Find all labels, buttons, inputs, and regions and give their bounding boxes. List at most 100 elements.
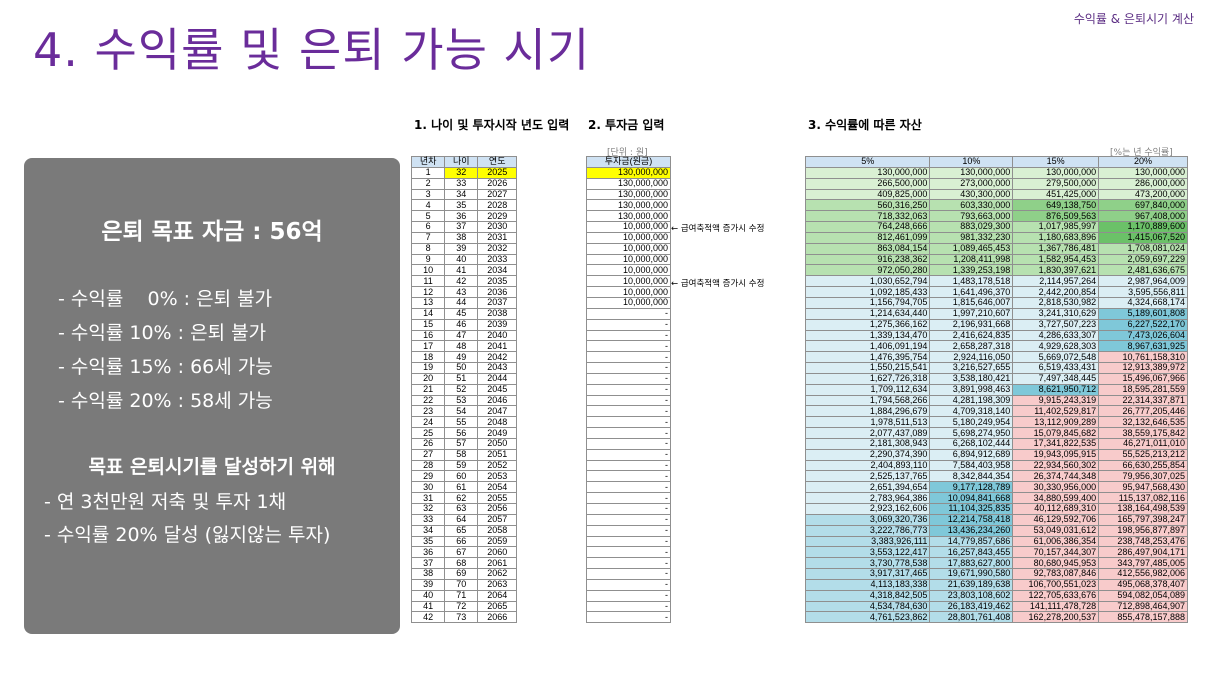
goal-line: - 연 3천만원 저축 및 투자 1채: [44, 491, 287, 513]
table-cell: 21: [410, 383, 446, 396]
asset-cell: 30,330,956,000: [1012, 481, 1100, 494]
asset-cell: 38,559,175,842: [1098, 427, 1188, 439]
rate-header: 5%: [804, 156, 931, 168]
table-row: 39 70 2063: [410, 578, 517, 591]
asset-cell: 2,059,697,229: [1098, 253, 1188, 266]
asset-cell: 7,584,403,958: [929, 459, 1014, 472]
asset-cell: 451,425,000: [1012, 188, 1100, 201]
table-cell: 48: [444, 340, 479, 353]
table-row: 1,339,134,470 2,416,624,835 4,286,633,307 7…: [804, 329, 1188, 342]
table-row: 20 51 2044: [410, 372, 517, 385]
investment-cell: 130,000,000: [586, 199, 671, 212]
table-cell: 73: [444, 611, 479, 624]
table-row: 2,404,893,110 7,584,403,958 22,934,560,302…: [804, 459, 1188, 472]
table-row: 15 46 2039: [410, 318, 517, 331]
summary-panel: 은퇴 목표 자금 : 56억 - 수익률 0% : 은퇴 불가 - 수익률 10…: [24, 158, 400, 634]
asset-cell: 1,017,985,997: [1012, 221, 1100, 233]
asset-cell: 883,029,300: [929, 221, 1014, 233]
asset-cell: 3,553,122,417: [804, 546, 931, 559]
table-row: 18 49 2042: [410, 351, 517, 364]
asset-cell: 712,898,464,907: [1098, 600, 1188, 613]
table-cell: 2037: [477, 296, 517, 309]
investment-cell: -: [586, 524, 671, 537]
table-row: 33 64 2057: [410, 513, 517, 526]
asset-cell: 21,639,189,638: [929, 578, 1014, 591]
table-cell: 2027: [477, 188, 517, 201]
asset-cell: 603,330,000: [929, 199, 1014, 212]
table-cell: 40: [444, 253, 479, 266]
investment-cell: -: [586, 351, 671, 364]
asset-cell: 55,525,213,212: [1098, 448, 1188, 461]
asset-cell: 17,883,627,800: [929, 557, 1014, 570]
asset-cell: 6,519,433,431: [1012, 362, 1100, 374]
age-table-header: 연도: [477, 156, 517, 168]
asset-cell: 3,891,998,463: [929, 383, 1014, 396]
asset-cell: 855,478,157,888: [1098, 611, 1188, 624]
table-row: -: [586, 318, 671, 331]
asset-cell: 28,801,761,408: [929, 611, 1014, 624]
table-cell: 35: [444, 199, 479, 212]
asset-cell: 9,177,128,789: [929, 481, 1014, 494]
table-row: -: [586, 503, 671, 515]
asset-cell: 15,079,845,682: [1012, 427, 1100, 439]
table-cell: 2059: [477, 535, 517, 548]
table-row: 3 34 2027: [410, 188, 517, 201]
table-cell: 72: [444, 600, 479, 613]
table-cell: 13: [410, 296, 446, 309]
investment-cell: -: [586, 578, 671, 591]
asset-cell: 53,049,031,612: [1012, 524, 1100, 537]
asset-cell: 12,913,389,972: [1098, 362, 1188, 374]
asset-cell: 8,967,631,925: [1098, 340, 1188, 353]
table-cell: 25: [410, 427, 446, 439]
table-cell: 2063: [477, 578, 517, 591]
asset-cell: 46,129,592,706: [1012, 513, 1100, 526]
table-row: -: [586, 329, 671, 342]
asset-cell: 34,880,599,400: [1012, 492, 1100, 504]
rate-line-15: - 수익률 15% : 66세 가능: [58, 356, 273, 378]
table-row: 14 45 2038: [410, 307, 517, 320]
table-row: -: [586, 459, 671, 472]
investment-cell: -: [586, 513, 671, 526]
asset-cell: 1,214,634,440: [804, 307, 931, 320]
table-cell: 2062: [477, 568, 517, 580]
investment-cell: -: [586, 589, 671, 602]
asset-cell: 4,534,784,630: [804, 600, 931, 613]
investment-cell: -: [586, 492, 671, 504]
asset-cell: 2,181,308,943: [804, 437, 931, 450]
table-row: 16 47 2040: [410, 329, 517, 342]
asset-cell: 7,473,026,604: [1098, 329, 1188, 342]
asset-cell: 266,500,000: [804, 177, 931, 190]
table-row: 560,316,250 603,330,000 649,138,750 697,840…: [804, 199, 1188, 212]
table-cell: 55: [444, 416, 479, 429]
rate-unit-label: [%는 년 수익률]: [1110, 148, 1173, 158]
asset-cell: 198,956,877,897: [1098, 524, 1188, 537]
table-row: -: [586, 340, 671, 353]
asset-cell: 1,339,253,198: [929, 264, 1014, 277]
asset-cell: 1,406,091,194: [804, 340, 931, 353]
asset-cell: 95,947,568,430: [1098, 481, 1188, 494]
investment-cell: -: [586, 307, 671, 320]
asset-cell: 286,000,000: [1098, 177, 1188, 190]
asset-cell: 793,663,000: [929, 210, 1014, 223]
table-cell: 64: [444, 513, 479, 526]
table-cell: 31: [410, 492, 446, 504]
table-cell: 45: [444, 307, 479, 320]
table-cell: 49: [444, 351, 479, 364]
goal-heading: 목표 은퇴시기를 달성하기 위해: [88, 456, 336, 478]
table-row: 3,730,778,538 17,883,627,800 80,680,945,95…: [804, 557, 1188, 570]
table-cell: 2041: [477, 340, 517, 353]
table-row: -: [586, 416, 671, 429]
table-row: 10,000,000: [586, 275, 671, 288]
table-cell: 3: [410, 188, 446, 201]
table-cell: 34: [444, 188, 479, 201]
table-cell: 2: [410, 177, 446, 190]
table-cell: 2047: [477, 405, 517, 418]
page-title: 4. 수익률 및 은퇴 가능 시기: [33, 23, 591, 77]
asset-cell: 2,077,437,089: [804, 427, 931, 439]
asset-cell: 4,709,318,140: [929, 405, 1014, 418]
asset-cell: 6,227,522,170: [1098, 318, 1188, 331]
asset-cell: 1,415,067,520: [1098, 231, 1188, 244]
table-row: 38 69 2062: [410, 568, 517, 580]
table-cell: 43: [444, 286, 479, 298]
asset-cell: 130,000,000: [1098, 166, 1188, 179]
